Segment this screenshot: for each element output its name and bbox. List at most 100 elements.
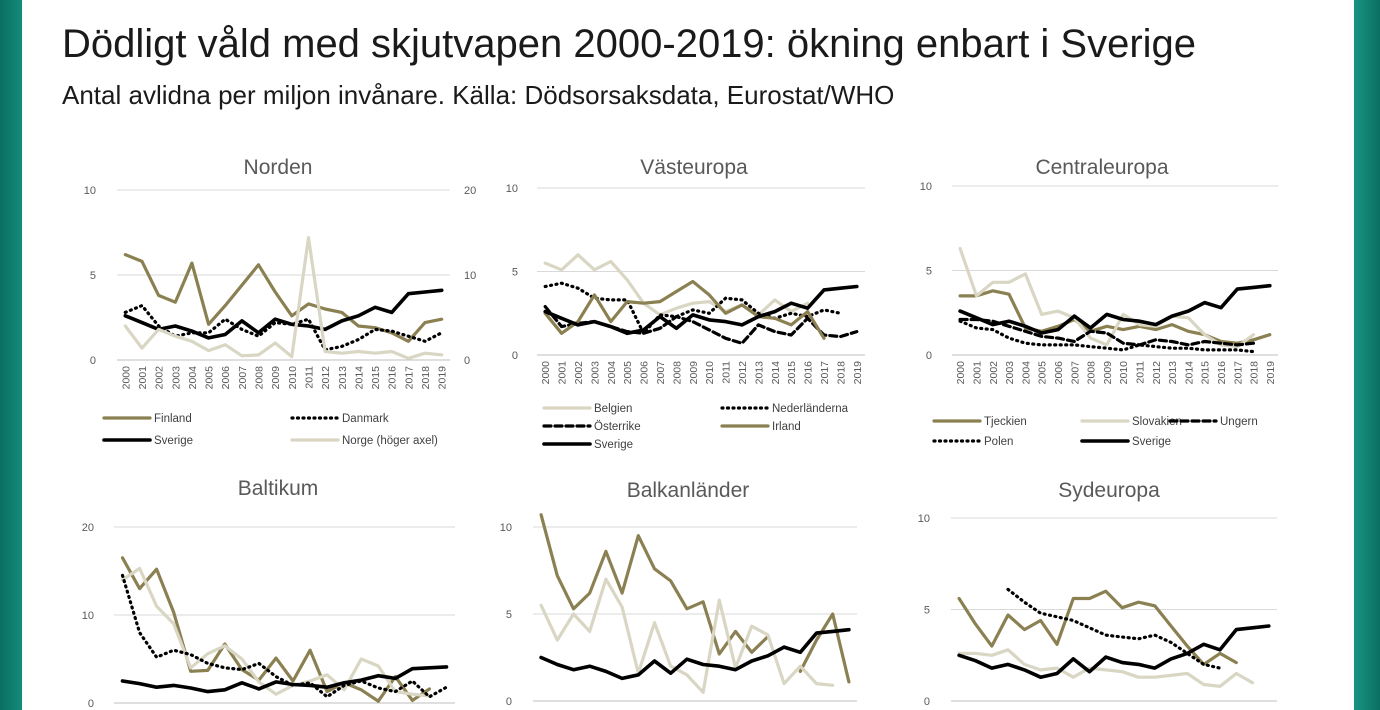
chart-3-legend-label: Ungern	[1220, 416, 1258, 428]
chart-6-y-tick-label: 10	[918, 513, 930, 525]
chart-3-x-tick-label: 2016	[1216, 361, 1228, 385]
chart-3-x-tick-label: 2014	[1183, 361, 1195, 385]
chart-2-legend-label: Sverige	[594, 439, 633, 451]
chart-1-x-tick-label: 2014	[353, 366, 365, 390]
chart-2-title: Västeuropa	[640, 156, 748, 179]
chart-5-title: Balkanländer	[627, 479, 750, 502]
chart-1-x-tick-label: 2017	[403, 366, 415, 390]
chart-3-series-line-3	[958, 317, 1256, 347]
chart-2-x-tick-label: 2001	[557, 361, 569, 385]
chart-2-x-tick-label: 2008	[671, 361, 683, 385]
chart-3-x-tick-label: 2008	[1086, 361, 1098, 385]
chart-6-y-tick-label: 5	[924, 605, 930, 617]
chart-4-y-tick-label: 10	[82, 610, 94, 622]
chart-2-x-tick-label: 2014	[770, 361, 782, 385]
chart-1-legend-label: Finland	[154, 413, 192, 425]
chart-2-x-tick-label: 2009	[688, 361, 700, 385]
chart-2-x-tick-label: 2003	[589, 361, 601, 385]
chart-3-x-tick-label: 2015	[1200, 361, 1212, 385]
chart-1-x-tick-label: 2011	[303, 366, 315, 389]
chart-1-legend-label: Danmark	[342, 413, 389, 425]
chart-6-series-line-2	[957, 648, 1255, 688]
chart-3-x-tick-label: 2017	[1232, 361, 1244, 385]
chart-1-title: Norden	[244, 156, 313, 179]
chart-1-y-tick-label: 10	[84, 185, 96, 197]
slide: Dödligt våld med skjutvapen 2000-2019: ö…	[22, 0, 1354, 710]
chart-3-y-tick-label: 5	[926, 266, 932, 278]
chart-3-x-tick-label: 2000	[955, 361, 967, 385]
chart-5-y-tick-label: 5	[506, 609, 512, 621]
chart-1-x-tick-label: 2002	[154, 366, 166, 390]
chart-2-legend-label: Österrike	[594, 421, 641, 433]
chart-3-x-tick-label: 2012	[1151, 361, 1163, 385]
chart-6-title: Sydeuropa	[1058, 479, 1160, 502]
chart-2-y-tick-label: 10	[506, 183, 518, 195]
left-window-edge	[0, 0, 22, 710]
chart-2-legend-label: Nederländerna	[772, 403, 849, 415]
chart-1-x-tick-label: 2013	[337, 366, 349, 390]
chart-1-x-tick-label: 2003	[170, 366, 182, 390]
chart-2-legend-label: Irland	[772, 421, 801, 433]
chart-2-x-tick-label: 2000	[540, 361, 552, 385]
chart-2-series-line-5	[543, 284, 859, 336]
chart-2-x-tick-label: 2015	[786, 361, 798, 385]
chart-3-legend-label: Polen	[984, 436, 1013, 448]
chart-1-x-tick-label: 2009	[270, 366, 282, 390]
chart-4-y-tick-label: 20	[82, 522, 94, 534]
chart-2-x-tick-label: 2004	[606, 361, 618, 385]
chart-6-series-line-3	[1006, 587, 1222, 670]
chart-1-legend-label: Sverige	[154, 435, 193, 447]
chart-2-y-tick-label: 5	[512, 267, 518, 279]
chart-3-x-tick-label: 2009	[1102, 361, 1114, 385]
chart-1-series-line-4	[123, 236, 444, 360]
chart-1-x-tick-label: 2000	[120, 366, 132, 390]
chart-5-y-tick-label: 0	[506, 696, 512, 708]
chart-2-x-tick-label: 2018	[835, 361, 847, 385]
chart-3-x-tick-label: 2011	[1134, 361, 1146, 384]
chart-1-x-tick-label: 2008	[254, 366, 266, 390]
chart-2-x-tick-label: 2007	[655, 361, 667, 385]
chart-4-series-line-1	[120, 556, 431, 703]
chart-2-x-tick-label: 2002	[573, 361, 585, 385]
chart-1-x-tick-label: 2010	[287, 366, 299, 390]
chart-4-title: Baltikum	[238, 477, 319, 500]
chart-1-x-tick-label: 2016	[387, 366, 399, 390]
chart-3-legend-label: Tjeckien	[984, 416, 1027, 428]
chart-1-x-tick-label: 2006	[220, 366, 232, 390]
chart-3-x-tick-label: 2006	[1053, 361, 1065, 385]
chart-2-legend-label: Belgien	[594, 403, 632, 415]
chart-3-y-tick-label: 10	[920, 181, 932, 193]
chart-3-x-tick-label: 2003	[1004, 361, 1016, 385]
chart-2-series-line-4	[543, 279, 826, 340]
chart-6-series-line-4	[957, 624, 1271, 679]
chart-2-x-tick-label: 2011	[721, 361, 733, 384]
chart-5-y-tick-label: 10	[500, 522, 512, 534]
chart-1-y-tick-label: 5	[90, 270, 96, 282]
chart-2-x-tick-label: 2006	[639, 361, 651, 385]
chart-1-y2-tick-label: 0	[464, 355, 470, 367]
chart-1-x-tick-label: 2001	[137, 366, 149, 390]
chart-2-series-line-3	[543, 305, 859, 345]
chart-1-x-tick-label: 2015	[370, 366, 382, 390]
chart-4-y-tick-label: 0	[88, 698, 94, 710]
chart-6-y-tick-label: 0	[924, 696, 930, 708]
chart-3-x-tick-label: 2001	[971, 361, 983, 385]
chart-4-series-line-2	[120, 566, 431, 698]
chart-1-y2-tick-label: 20	[464, 185, 476, 197]
chart-2-x-tick-label: 2012	[737, 361, 749, 385]
chart-4-series-line-3	[120, 573, 449, 699]
chart-2-y-tick-label: 0	[512, 350, 518, 362]
chart-3-legend-label: Slovakien	[1132, 416, 1182, 428]
chart-2-x-tick-label: 2010	[704, 361, 716, 385]
chart-1-series-line-3	[123, 288, 444, 340]
chart-2-x-tick-label: 2016	[803, 361, 815, 385]
chart-6-series-line-1	[957, 589, 1238, 666]
chart-1-legend-label: Norge (höger axel)	[342, 435, 438, 447]
chart-3-x-tick-label: 2019	[1265, 361, 1277, 385]
chart-2-series-line-2	[543, 281, 842, 335]
chart-3-title: Centraleuropa	[1035, 156, 1168, 179]
chart-2-x-tick-label: 2005	[622, 361, 634, 385]
chart-1-x-tick-label: 2018	[420, 366, 432, 390]
chart-1-x-tick-label: 2007	[237, 366, 249, 390]
